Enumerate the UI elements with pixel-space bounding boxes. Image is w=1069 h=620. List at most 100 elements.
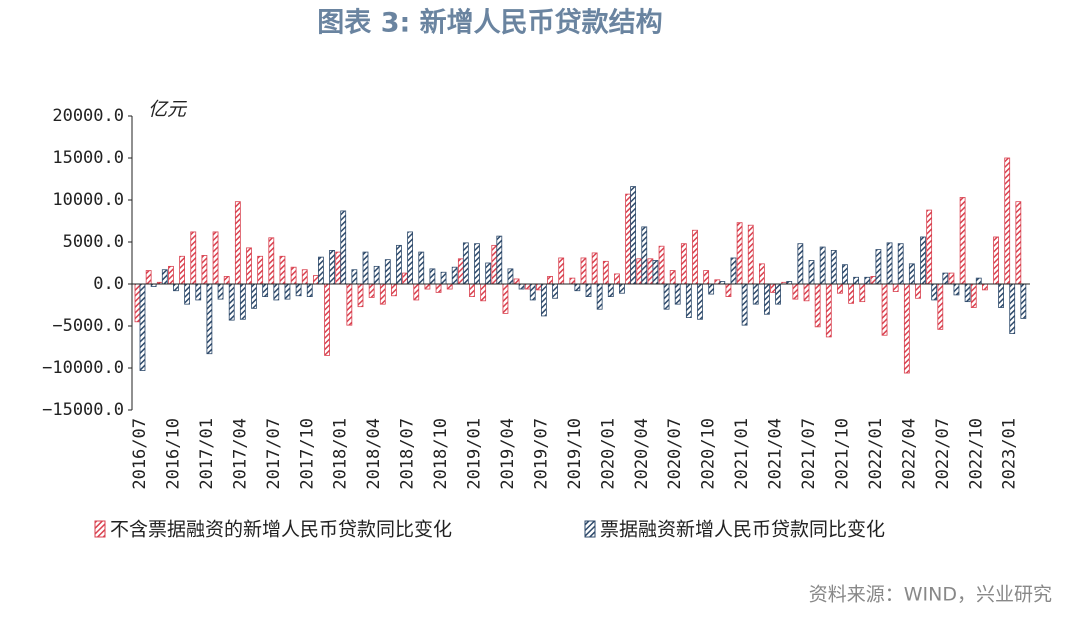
bar <box>674 283 681 305</box>
bar <box>1004 157 1011 285</box>
bar <box>279 255 286 285</box>
bar <box>948 272 955 285</box>
bar <box>714 279 721 285</box>
y-tick-label: 10000.0 <box>52 190 124 210</box>
bar <box>630 186 636 285</box>
bar <box>602 260 609 285</box>
bar <box>429 268 436 285</box>
bar <box>875 249 882 285</box>
bar <box>808 260 815 285</box>
bar <box>462 242 469 285</box>
bar <box>485 262 492 285</box>
unit-label: 亿元 <box>148 99 188 121</box>
bar <box>223 276 230 285</box>
bar <box>908 263 915 285</box>
bar <box>145 270 152 285</box>
bar <box>195 283 202 301</box>
bar <box>384 259 391 285</box>
bar <box>775 283 781 305</box>
bar <box>217 283 224 300</box>
bar <box>239 283 246 320</box>
bar <box>859 283 866 303</box>
bar <box>819 246 826 285</box>
legend-label: 不含票据融资的新增人民币贷款同比变化 <box>110 519 452 541</box>
bar <box>212 231 219 285</box>
x-tick-label: 2022/10 <box>966 418 986 490</box>
x-tick-label: 2018/10 <box>431 418 451 490</box>
bar <box>446 283 453 290</box>
bar <box>552 283 558 299</box>
bar <box>184 283 191 305</box>
source: 资料来源：WIND，兴业研究 <box>809 584 1052 606</box>
x-tick-label: 2017/07 <box>264 418 284 490</box>
bar <box>669 270 676 285</box>
bar <box>329 249 335 285</box>
bar <box>251 283 257 309</box>
x-tick-label: 2021/07 <box>799 418 819 490</box>
bar <box>457 258 464 285</box>
bar <box>680 243 687 285</box>
x-tick-label: 2021/10 <box>832 418 852 490</box>
bar <box>619 283 625 294</box>
bar <box>284 283 291 300</box>
x-tick-label: 2019/07 <box>531 418 551 490</box>
bar <box>268 237 275 285</box>
bar <box>290 266 297 285</box>
bar <box>357 283 364 308</box>
bar <box>825 283 832 338</box>
x-tick-label: 2020/04 <box>632 418 652 490</box>
bar <box>864 276 871 285</box>
bar <box>725 283 732 298</box>
bar <box>596 283 603 310</box>
bar <box>993 236 999 285</box>
bar <box>541 283 547 317</box>
bar <box>697 283 703 320</box>
bar <box>161 269 168 285</box>
bar <box>379 283 386 305</box>
bar <box>797 243 804 285</box>
bar <box>892 283 899 292</box>
bar <box>547 276 553 285</box>
x-tick-label: 2017/04 <box>230 418 250 490</box>
bar <box>636 258 643 285</box>
bar <box>507 268 514 285</box>
bar <box>853 276 859 285</box>
bar <box>536 283 542 291</box>
bar <box>529 283 536 301</box>
bar <box>1009 283 1016 334</box>
x-tick-label: 2018/01 <box>331 418 351 490</box>
bar <box>262 283 269 298</box>
bar <box>362 251 369 285</box>
x-tick-label: 2021/01 <box>732 418 752 490</box>
bar <box>937 283 944 330</box>
bar <box>625 193 631 285</box>
x-tick-label: 2019/04 <box>498 418 518 490</box>
x-tick-label: 2016/10 <box>163 418 183 490</box>
bar <box>368 283 375 298</box>
bar <box>306 283 313 298</box>
bar <box>998 283 1004 308</box>
bar <box>703 270 710 285</box>
bar <box>652 260 659 285</box>
bar <box>759 263 765 285</box>
bar <box>373 265 380 285</box>
bar <box>886 242 893 285</box>
bar <box>312 275 319 285</box>
bar <box>752 283 759 305</box>
bar <box>173 283 179 292</box>
bar <box>708 283 715 295</box>
bar <box>134 283 141 323</box>
bar <box>418 251 425 285</box>
y-tick-label: −15000.0 <box>42 400 124 420</box>
bar <box>474 243 480 285</box>
bar <box>518 283 525 290</box>
chart-title: 图表 3: 新增人民币贷款结构 <box>317 7 662 39</box>
bar <box>335 251 342 285</box>
x-tick-label: 2020/07 <box>665 418 685 490</box>
bar <box>803 283 810 302</box>
bar <box>814 283 821 328</box>
bar <box>574 283 581 292</box>
bar <box>502 283 509 314</box>
bar <box>569 277 576 285</box>
